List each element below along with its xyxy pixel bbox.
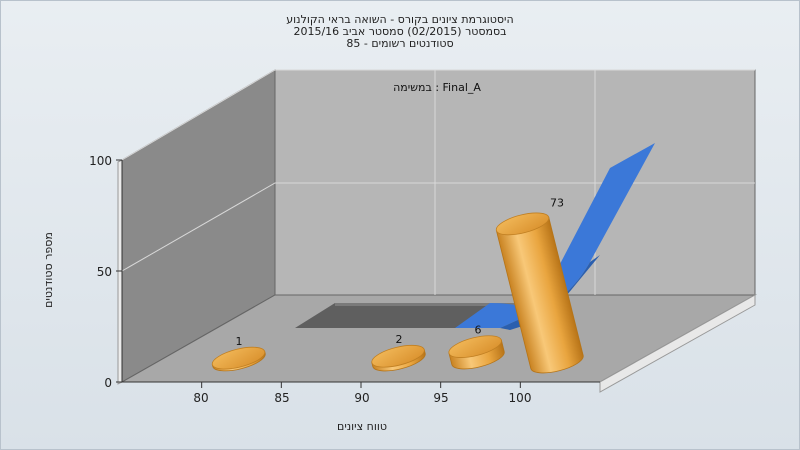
x-tick-label: 85 <box>274 391 289 405</box>
bar-90 <box>371 344 426 372</box>
data-label-90: 2 <box>396 333 403 346</box>
y-axis-title: מספר סטודנטים <box>42 232 55 308</box>
y-tick-label: 0 <box>104 376 112 390</box>
bar-95 <box>448 335 505 370</box>
labels-layer: 1 2 6 73 <box>236 197 565 348</box>
data-label-95: 6 <box>475 323 482 336</box>
chart-title-line-1: היסטוגרמת ציונים בקורס - השואה בראי הקול… <box>286 13 513 26</box>
chart-title-line-2: בסמסטר (02/2015) סמסטר אביב 2015/16 <box>293 25 506 38</box>
chart-title-line-3: סטודנטים רשומים - 85 <box>346 37 453 50</box>
x-tick-label: 80 <box>193 391 208 405</box>
gridlines <box>121 69 755 295</box>
data-label-80: 1 <box>236 335 243 348</box>
task-annotation: במשימה : Final_A <box>393 81 481 94</box>
bar-100 <box>495 212 584 374</box>
bar-80 <box>211 346 266 372</box>
axis-layer: 0 50 100 80 85 90 95 100 <box>89 154 600 405</box>
x-tick-label: 90 <box>354 391 369 405</box>
x-axis-title: טווח ציונים <box>337 420 387 433</box>
x-tick-label: 95 <box>433 391 448 405</box>
data-label-100: 73 <box>550 197 564 210</box>
bars-layer <box>211 212 584 374</box>
left-wall-edge <box>117 159 123 385</box>
y-tick-label: 100 <box>89 154 112 168</box>
y-tick-label: 50 <box>97 265 112 279</box>
x-tick-label: 100 <box>509 391 532 405</box>
floor-edge <box>599 294 756 393</box>
